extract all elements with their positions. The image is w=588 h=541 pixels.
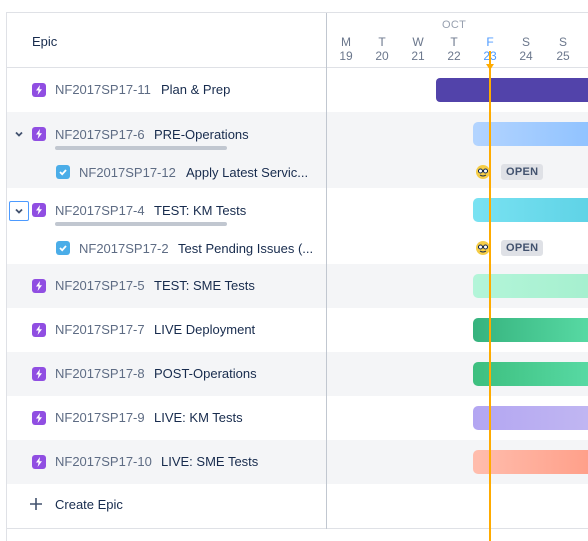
day-column-24: S 24 <box>519 35 533 63</box>
timeline-header: OCT M19 T20 W21 T22 F23 S24 S25 <box>327 13 588 68</box>
checkbox-icon <box>56 241 70 255</box>
epic-row[interactable]: NF2017SP17-10 LIVE: SME Tests <box>7 440 588 484</box>
epic-row[interactable]: NF2017SP17-7 LIVE Deployment <box>7 308 588 352</box>
divider <box>6 528 588 529</box>
status-badge: OPEN <box>501 164 544 180</box>
lightning-icon <box>32 279 46 293</box>
issue-key[interactable]: NF2017SP17-7 <box>55 322 145 337</box>
lightning-icon <box>32 127 46 141</box>
issue-summary: Test Pending Issues (... <box>178 241 314 256</box>
issue-summary: PRE-Operations <box>154 127 249 142</box>
epic-column-title: Epic <box>32 34 58 49</box>
day-column-21: W 21 <box>411 35 425 63</box>
avatar-icon <box>476 165 490 179</box>
epic-bar-test-sme[interactable] <box>473 274 588 298</box>
issue-summary: LIVE: KM Tests <box>154 410 243 425</box>
epic-bar-live-deployment[interactable] <box>473 318 588 342</box>
chevron-down-icon[interactable] <box>9 201 29 221</box>
epic-row[interactable]: NF2017SP17-6 PRE-Operations <box>7 112 588 156</box>
day-column-25: S 25 <box>556 35 570 63</box>
lightning-icon <box>32 367 46 381</box>
lightning-icon <box>32 323 46 337</box>
epic-row[interactable]: NF2017SP17-5 TEST: SME Tests <box>7 264 588 308</box>
issue-key[interactable]: NF2017SP17-8 <box>55 366 145 381</box>
lightning-icon <box>32 455 46 469</box>
epic-bar-pre-operations[interactable] <box>473 122 588 146</box>
epic-column-header: Epic <box>7 13 326 68</box>
issue-summary: LIVE: SME Tests <box>161 454 259 469</box>
issue-summary: Apply Latest Servic... <box>186 165 309 180</box>
issue-key[interactable]: NF2017SP17-6 <box>55 127 145 142</box>
epic-bar-test-km[interactable] <box>473 198 588 222</box>
progress-bar <box>55 146 227 150</box>
lightning-icon <box>32 83 46 97</box>
create-epic-button[interactable]: Create Epic <box>30 496 123 512</box>
today-marker-head <box>486 64 494 70</box>
issue-summary: TEST: KM Tests <box>154 203 247 218</box>
issue-summary: LIVE Deployment <box>154 322 256 337</box>
lightning-icon <box>32 411 46 425</box>
issue-key[interactable]: NF2017SP17-2 <box>79 241 169 256</box>
epic-row[interactable]: NF2017SP17-4 TEST: KM Tests <box>7 188 588 232</box>
plus-icon <box>30 496 44 512</box>
epic-bar-live-sme[interactable] <box>473 450 588 474</box>
lightning-icon <box>32 203 46 217</box>
epic-bar-plan-prep[interactable] <box>436 78 588 102</box>
progress-bar <box>55 222 227 226</box>
avatar-icon <box>476 241 490 255</box>
checkbox-icon <box>56 165 70 179</box>
day-column-22: T 22 <box>447 35 461 63</box>
epic-bar-post-operations[interactable] <box>473 362 588 386</box>
issue-row[interactable]: NF2017SP17-2 Test Pending Issues (... OP… <box>7 232 588 264</box>
issue-row[interactable]: NF2017SP17-12 Apply Latest Servic... OPE… <box>7 156 588 188</box>
day-column-19: M 19 <box>339 35 353 63</box>
issue-summary: TEST: SME Tests <box>154 278 255 293</box>
chevron-down-icon[interactable] <box>11 126 27 142</box>
issue-summary: POST-Operations <box>154 366 257 381</box>
issue-key[interactable]: NF2017SP17-4 <box>55 203 145 218</box>
epic-row[interactable]: NF2017SP17-8 POST-Operations <box>7 352 588 396</box>
issue-key[interactable]: NF2017SP17-5 <box>55 278 145 293</box>
epic-row[interactable]: NF2017SP17-11 Plan & Prep <box>7 68 588 112</box>
issue-key[interactable]: NF2017SP17-12 <box>79 165 176 180</box>
issue-key[interactable]: NF2017SP17-11 <box>55 82 151 97</box>
epic-bar-live-km[interactable] <box>473 406 588 430</box>
issue-key[interactable]: NF2017SP17-10 <box>55 454 152 469</box>
today-marker-line <box>489 51 491 541</box>
roadmap-panel <box>6 12 588 541</box>
epic-row[interactable]: NF2017SP17-9 LIVE: KM Tests <box>7 396 588 440</box>
month-label: OCT <box>442 19 467 31</box>
status-badge: OPEN <box>501 240 544 256</box>
day-column-20: T 20 <box>375 35 389 63</box>
issue-key[interactable]: NF2017SP17-9 <box>55 410 145 425</box>
column-resize-divider[interactable] <box>326 13 327 529</box>
issue-summary: Plan & Prep <box>161 82 231 97</box>
create-epic-label: Create Epic <box>55 496 123 512</box>
